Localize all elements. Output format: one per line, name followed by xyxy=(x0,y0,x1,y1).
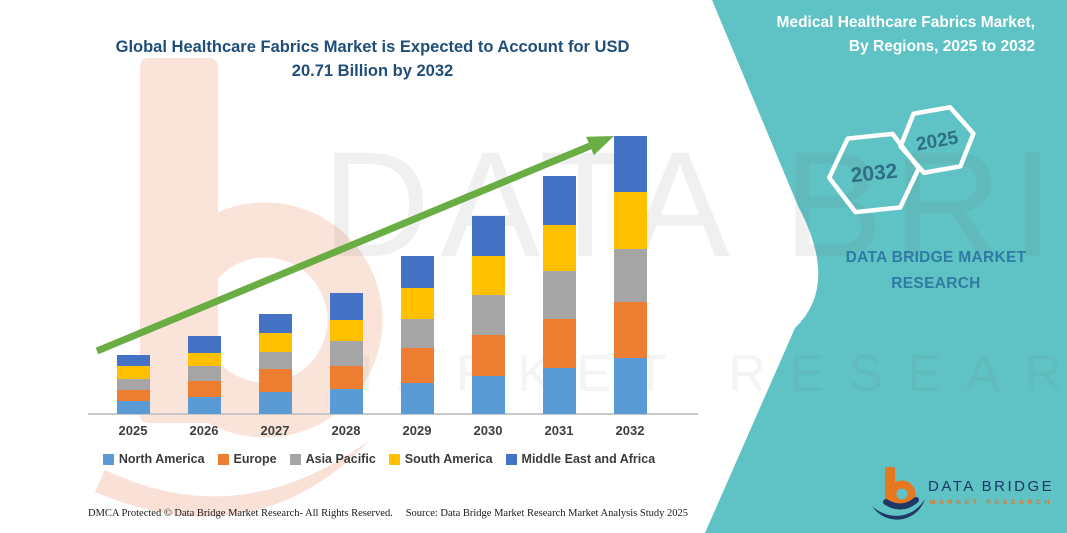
chart-title-line1: Global Healthcare Fabrics Market is Expe… xyxy=(115,38,630,56)
bar-segment-2028-middle-east-and-africa xyxy=(329,293,363,320)
side-panel-brand-line2: RESEARCH xyxy=(891,274,981,292)
bar-segment-2029-asia-pacific xyxy=(400,319,434,349)
legend-label-asia-pacific: Asia Pacific xyxy=(305,452,376,466)
legend-label-south-america: South America xyxy=(404,452,493,466)
legend-item-north-america: North America xyxy=(102,452,205,466)
bar-segment-2029-middle-east-and-africa xyxy=(400,256,434,289)
watermark-text-marketresearch: MARKET RESEARCH xyxy=(330,345,1067,403)
bar-segment-2026-middle-east-and-africa xyxy=(187,336,221,353)
side-panel-heading: Medical Healthcare Fabrics Market, By Re… xyxy=(735,11,1035,59)
x-axis-label-2026: 2026 xyxy=(189,423,219,438)
bar-segment-2030-south-america xyxy=(471,255,505,295)
legend-swatch-middle-east-and-africa xyxy=(505,453,517,465)
legend-label-europe: Europe xyxy=(233,452,277,466)
bar-segment-2030-europe xyxy=(471,335,505,376)
legend-label-middle-east-and-africa: Middle East and Africa xyxy=(521,452,656,466)
bar-segment-2028-asia-pacific xyxy=(329,341,363,366)
bar-segment-2032-north-america xyxy=(613,357,647,414)
bar-segment-2027-asia-pacific xyxy=(258,352,292,370)
legend-item-middle-east-and-africa: Middle East and Africa xyxy=(505,452,656,466)
footer-dmca: DMCA Protected © Data Bridge Market Rese… xyxy=(88,508,393,519)
bar-segment-2031-north-america xyxy=(542,367,576,414)
x-axis-label-2027: 2027 xyxy=(260,423,290,438)
footer: DMCA Protected © Data Bridge Market Rese… xyxy=(88,508,688,519)
side-panel-brand-line1: DATA BRIDGE MARKET xyxy=(845,249,1027,266)
bar-segment-2032-south-america xyxy=(613,192,647,249)
x-axis-label-2028: 2028 xyxy=(331,423,361,438)
bar-segment-2027-south-america xyxy=(258,332,292,353)
legend-swatch-asia-pacific xyxy=(289,453,301,465)
legend-item-europe: Europe xyxy=(217,452,277,466)
hexagon-2032: 2032 xyxy=(826,131,922,215)
side-panel-brand: DATA BRIDGE MARKET RESEARCH xyxy=(812,245,1060,296)
bar-segment-2029-north-america xyxy=(400,383,434,414)
bar-segment-2031-asia-pacific xyxy=(542,270,576,319)
legend-item-asia-pacific: Asia Pacific xyxy=(289,452,376,466)
bar-segment-2029-south-america xyxy=(400,288,434,320)
x-axis-label-2032: 2032 xyxy=(615,423,645,438)
bar-segment-2031-middle-east-and-africa xyxy=(542,176,576,225)
legend-item-south-america: South America xyxy=(388,452,493,466)
legend-swatch-north-america xyxy=(102,453,114,465)
databridge-logo-subtitle: MARKET RESEARCH xyxy=(930,499,1054,506)
legend: North America Europe Asia Pacific South Ame… xyxy=(85,452,673,466)
databridge-logo-name: DATA BRIDGE xyxy=(928,478,1055,495)
legend-swatch-europe xyxy=(217,453,229,465)
bar-segment-2028-europe xyxy=(329,365,363,390)
bar-segment-2031-south-america xyxy=(542,224,576,271)
bar-segment-2025-north-america xyxy=(116,400,150,414)
bar-segment-2026-europe xyxy=(187,380,221,398)
legend-label-north-america: North America xyxy=(118,452,205,466)
bar-segment-2028-north-america xyxy=(329,389,363,414)
bar-segment-2030-asia-pacific xyxy=(471,294,505,336)
bar-segment-2025-europe xyxy=(116,389,150,401)
bar-segment-2032-asia-pacific xyxy=(613,248,647,302)
hexagon-2032-label: 2032 xyxy=(850,160,899,188)
side-panel-heading-line2: By Regions, 2025 to 2032 xyxy=(848,38,1035,56)
bar-segment-2027-north-america xyxy=(258,392,292,414)
bar-segment-2026-asia-pacific xyxy=(187,366,221,381)
legend-swatch-south-america xyxy=(388,453,400,465)
chart-title-line2: 20.71 Billion by 2032 xyxy=(291,61,454,80)
bar-segment-2026-north-america xyxy=(187,397,221,414)
bar-segment-2030-middle-east-and-africa xyxy=(471,216,505,256)
x-axis-label-2030: 2030 xyxy=(473,423,503,438)
bar-segment-2027-middle-east-and-africa xyxy=(258,314,292,333)
bar-segment-2031-europe xyxy=(542,318,576,368)
bar-segment-2025-middle-east-and-africa xyxy=(116,354,150,367)
bar-segment-2032-middle-east-and-africa xyxy=(613,136,647,193)
bar-segment-2032-europe xyxy=(613,301,647,358)
bar-segment-2025-south-america xyxy=(116,366,150,380)
bar-segment-2027-europe xyxy=(258,369,292,393)
x-axis-label-2025: 2025 xyxy=(118,423,148,438)
bar-segment-2026-south-america xyxy=(187,352,221,367)
footer-source: Source: Data Bridge Market Research Mark… xyxy=(405,508,688,519)
bar-segment-2030-north-america xyxy=(471,375,505,414)
x-axis-line xyxy=(88,413,698,415)
x-axis-label-2029: 2029 xyxy=(402,423,432,438)
chart-title: Global Healthcare Fabrics Market is Expe… xyxy=(85,36,660,84)
bar-segment-2029-europe xyxy=(400,348,434,384)
x-axis-label-2031: 2031 xyxy=(544,423,574,438)
bar-segment-2028-south-america xyxy=(329,319,363,342)
bar-segment-2025-asia-pacific xyxy=(116,379,150,390)
side-panel-heading-line1: Medical Healthcare Fabrics Market, xyxy=(776,14,1035,31)
